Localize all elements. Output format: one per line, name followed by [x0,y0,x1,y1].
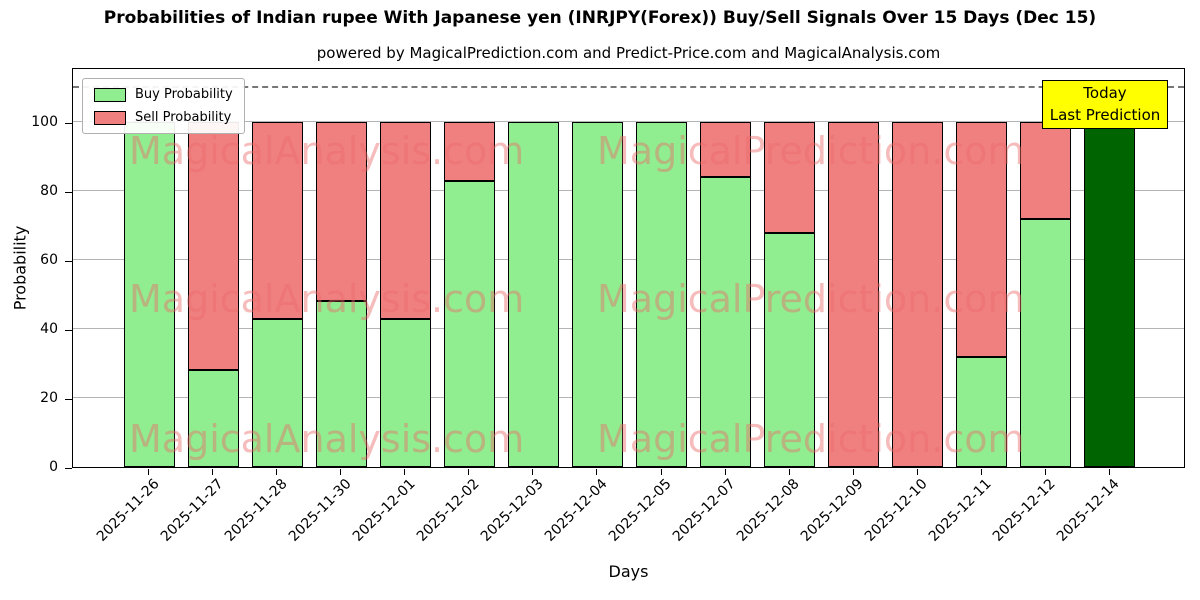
bar-segment [956,356,1008,467]
x-tick-mark [596,469,598,475]
x-tick-mark [788,469,790,475]
y-tick-label: 20 [40,390,58,407]
bar-segment [251,122,303,319]
buy-color-swatch [94,87,126,102]
x-tick-label: 2025-12-03 [477,476,547,545]
x-tick-mark [852,469,854,475]
bar-segment [699,177,752,467]
x-tick-label: 2025-11-28 [221,476,291,545]
watermark-text: MagicalAnalysis.com [129,277,525,321]
watermark-text: MagicalPrediction.com [597,417,1025,461]
watermark-text: MagicalAnalysis.com [129,417,525,461]
y-tick-mark [65,330,72,332]
today-annotation: Today Last Prediction [1042,80,1168,129]
x-tick-mark [148,469,150,475]
bar-segment [763,232,816,467]
y-tick-label: 40 [40,321,58,338]
x-tick-label: 2025-12-05 [605,476,675,545]
y-tick-mark [65,468,72,469]
bar-segment [699,122,752,178]
plot-area: MagicalAnalysis.com MagicalPrediction.com… [72,68,1185,468]
bar-segment [315,301,367,467]
watermark-text: MagicalAnalysis.com [129,129,525,173]
x-axis-label: Days [608,562,649,581]
gridline [73,259,1184,261]
x-tick-mark [1108,469,1110,475]
bar-segment [956,122,1008,357]
gridline [73,328,1184,330]
x-tick-label: 2025-12-01 [349,476,419,545]
y-tick-mark [65,192,72,194]
watermark-text: MagicalPrediction.com [597,277,1025,321]
bar-segment [443,180,495,467]
legend-item-buy: Buy Probability [94,87,233,102]
y-tick-mark [65,399,72,401]
x-tick-label: 2025-12-11 [926,476,996,545]
bar-segment [379,318,431,467]
bar-segment [187,122,239,371]
bar-segment [571,122,624,467]
x-tick-label: 2025-12-04 [541,476,611,545]
y-tick-label: 60 [40,252,58,269]
y-tick-mark [65,261,72,263]
x-tick-label: 2025-12-12 [990,476,1060,545]
x-tick-label: 2025-12-08 [734,476,803,545]
x-tick-label: 2025-12-07 [670,476,739,545]
x-tick-label: 2025-12-14 [1054,476,1124,545]
x-tick-label: 2025-12-09 [798,476,867,545]
gridline [73,397,1184,399]
bar-segment [315,122,367,302]
x-tick-label: 2025-12-02 [413,476,483,545]
bar-segment [123,122,175,467]
legend-label-buy: Buy Probability [135,87,233,102]
threshold-dashed-line [73,85,1184,88]
x-tick-label: 2025-11-30 [285,476,355,545]
x-tick-mark [276,469,278,475]
today-annotation-line1: Today [1083,83,1127,102]
x-tick-mark [404,469,406,475]
chart-title: Probabilities of Indian rupee With Japan… [103,8,1097,28]
legend: Buy Probability Sell Probability [82,78,245,134]
x-tick-label: 2025-11-26 [93,476,163,545]
x-tick-label: 2025-12-10 [862,476,932,545]
bar-segment [1020,122,1072,219]
x-tick-mark [1044,469,1046,475]
x-tick-mark [724,469,726,475]
bar-segment [443,122,495,181]
legend-item-sell: Sell Probability [94,110,233,125]
y-tick-mark [65,123,72,125]
x-tick-mark [980,469,982,475]
bar-segment [187,370,239,467]
bar-segment [892,122,944,467]
bar-segment [763,122,816,233]
x-tick-mark [468,469,470,475]
legend-label-sell: Sell Probability [135,110,232,125]
y-tick-label: 0 [49,459,58,475]
bar-segment [635,122,688,467]
gridline [73,190,1184,192]
x-tick-mark [532,469,534,475]
x-tick-mark [340,469,342,475]
bar-segment [1020,218,1072,467]
x-tick-mark [916,469,918,475]
y-tick-label: 80 [40,183,58,200]
bar-segment [828,122,880,467]
chart-subtitle: powered by MagicalPrediction.com and Pre… [316,44,941,62]
x-tick-label: 2025-11-27 [157,476,227,545]
sell-color-swatch [94,110,126,125]
y-tick-label: 100 [31,114,58,131]
today-annotation-line2: Last Prediction [1049,105,1161,124]
bar-segment [251,318,303,467]
bar-segment [1084,122,1136,467]
bar-segment [379,122,431,319]
bar-segment [507,122,560,467]
watermark-text: MagicalPrediction.com [597,129,1025,173]
gridline [73,121,1184,123]
x-tick-mark [660,469,662,475]
x-tick-mark [212,469,214,475]
